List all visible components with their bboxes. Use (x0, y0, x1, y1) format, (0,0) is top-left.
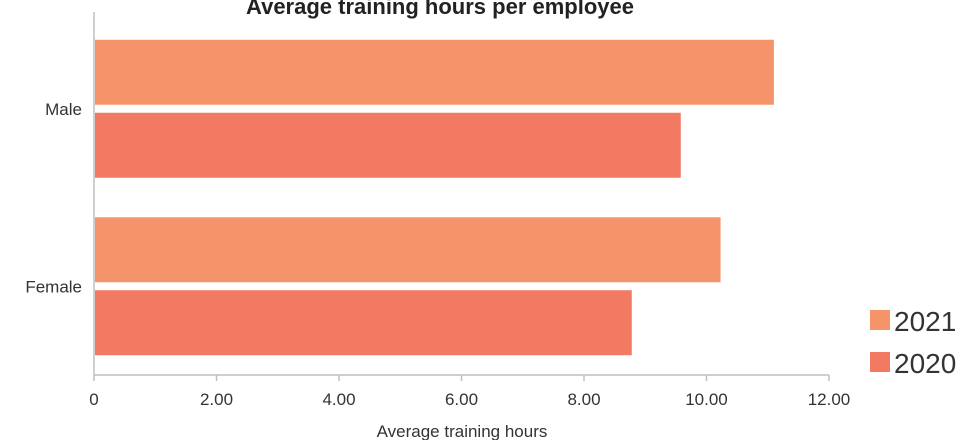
legend-swatch-2020 (870, 352, 890, 372)
x-tick-label: 6.00 (445, 390, 478, 409)
x-tick-label: 8.00 (567, 390, 600, 409)
bar-male-2020 (95, 112, 681, 178)
x-axis-title: Average training hours (377, 422, 548, 440)
bars-group (95, 39, 774, 356)
legend-swatch-2021 (870, 310, 890, 330)
x-ticks: 0 2.00 4.00 6.00 8.00 10.00 12.00 (89, 375, 850, 409)
legend: 2021 2020 (870, 306, 956, 379)
x-tick-label: 10.00 (685, 390, 728, 409)
legend-label-2021: 2021 (894, 306, 956, 337)
chart-title-text: Average training hours per employee (246, 0, 634, 19)
x-tick-label: 4.00 (322, 390, 355, 409)
chart-title: Average training hours per employee (246, 0, 634, 19)
category-label-male: Male (45, 100, 82, 119)
x-tick-label: 12.00 (808, 390, 851, 409)
category-label-female: Female (25, 277, 82, 296)
bar-female-2020 (95, 290, 632, 356)
x-tick-label: 2.00 (200, 390, 233, 409)
bar-male-2021 (95, 39, 774, 105)
legend-label-2020: 2020 (894, 348, 956, 379)
bar-female-2021 (95, 217, 721, 283)
category-labels: Male Female (25, 100, 82, 297)
x-tick-label: 0 (89, 390, 98, 409)
